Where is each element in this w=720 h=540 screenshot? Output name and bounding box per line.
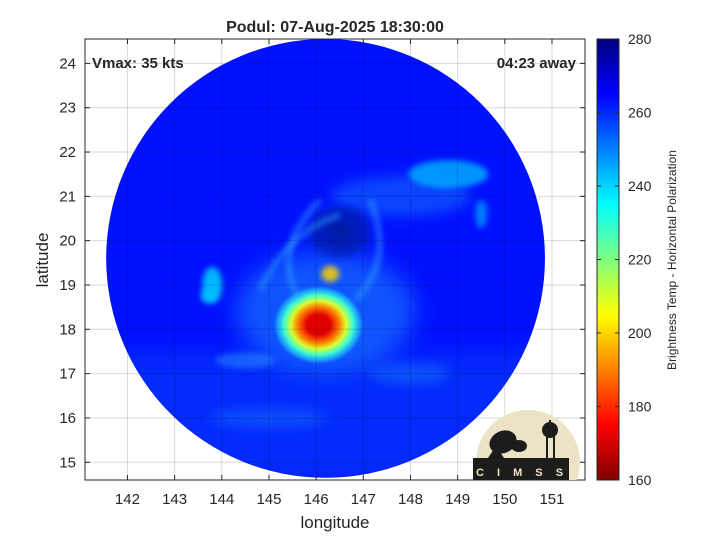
- spiral-band: [352, 198, 383, 303]
- x-tick-label: 149: [445, 491, 470, 508]
- axes-box: [84, 38, 586, 481]
- grid-lines: [85, 39, 585, 480]
- colorbar-ticks: 160 180 200 220 240 260 280: [597, 31, 652, 488]
- x-tick-label: 145: [256, 491, 281, 508]
- x-tick-label: 144: [209, 491, 234, 508]
- colorbar-label: Brightness Temp - Horizontal Polarizatio…: [665, 150, 679, 370]
- colorbar-tick-label: 280: [628, 31, 652, 47]
- x-tick-label: 142: [115, 491, 140, 508]
- x-tick-labels: 142 143 144 145 146 147 148 149 150 151: [115, 491, 565, 508]
- y-tick-label: 16: [59, 410, 76, 427]
- time-away-annotation: 04:23 away: [497, 55, 577, 72]
- chart-title: Podul: 07-Aug-2025 18:30:00: [226, 19, 444, 36]
- x-tick-label: 151: [539, 491, 564, 508]
- spiral-band: [285, 197, 323, 302]
- y-tick-label: 17: [59, 366, 76, 383]
- convective-patch: [408, 160, 489, 189]
- colorbar-tick-label: 160: [628, 472, 652, 488]
- colorbar-tick-label: 220: [628, 252, 652, 268]
- x-tick-label: 147: [351, 491, 376, 508]
- y-tick-label: 22: [59, 144, 76, 161]
- colorbar-tick-label: 180: [628, 399, 652, 415]
- y-tick-label: 20: [59, 233, 76, 250]
- convective-patch: [200, 289, 215, 304]
- warm-eye-region: [301, 199, 378, 264]
- y-tick-label: 15: [59, 454, 76, 471]
- axis-ticks: [85, 39, 585, 480]
- x-tick-label: 146: [304, 491, 329, 508]
- coldest-cloud-spot: [307, 316, 330, 333]
- svg-text:C I M S S: C I M S S: [476, 467, 568, 479]
- vmax-annotation: Vmax: 35 kts: [92, 55, 184, 72]
- x-tick-label: 143: [162, 491, 187, 508]
- brightness-temperature-field: [106, 39, 545, 478]
- convective-patch: [321, 265, 340, 282]
- y-tick-labels: 15 16 17 18 19 20 21 22 23 24: [59, 55, 76, 471]
- colorbar-tick-label: 240: [628, 178, 652, 194]
- x-axis-label: longitude: [300, 513, 369, 532]
- convective-patch: [475, 200, 488, 229]
- y-tick-label: 21: [59, 188, 76, 205]
- y-axis-label: latitude: [33, 233, 52, 288]
- colorbar-tick-label: 260: [628, 105, 652, 121]
- x-tick-label: 150: [492, 491, 517, 508]
- y-tick-label: 24: [59, 55, 76, 72]
- x-tick-label: 148: [398, 491, 423, 508]
- y-tick-label: 23: [59, 100, 76, 117]
- cimss-logo: C I M S S: [473, 410, 580, 480]
- y-tick-label: 18: [59, 321, 76, 338]
- y-tick-label: 19: [59, 277, 76, 294]
- colorbar-tick-label: 200: [628, 325, 652, 341]
